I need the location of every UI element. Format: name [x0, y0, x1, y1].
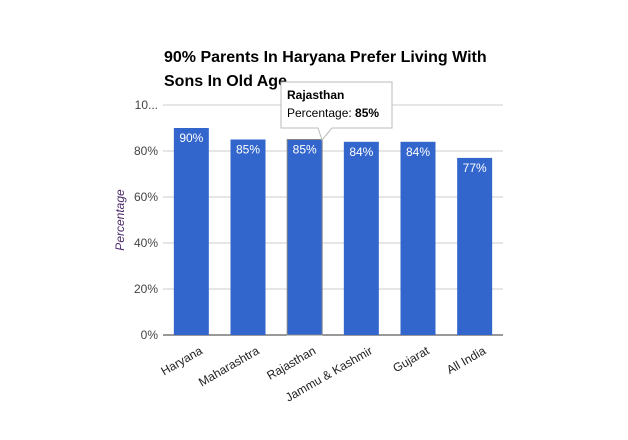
- chart-title-line-2: Sons In Old Age: [164, 73, 287, 90]
- data-label: 85%: [236, 143, 260, 157]
- data-label: 84%: [406, 145, 430, 159]
- y-tick-label: 20%: [134, 282, 158, 296]
- data-label: 77%: [463, 161, 487, 175]
- y-tick-label: 40%: [134, 236, 158, 250]
- tooltip-text: Percentage: 85%: [287, 106, 379, 120]
- bar: [173, 128, 209, 335]
- chart-title-line-1: 90% Parents In Haryana Prefer Living Wit…: [164, 49, 487, 66]
- bar: [230, 139, 266, 335]
- bar: [286, 139, 323, 336]
- x-tick-label: Maharashtra: [196, 343, 262, 389]
- bar: [343, 141, 379, 335]
- bar: [400, 141, 436, 335]
- y-tick-label: 10...: [135, 98, 158, 112]
- x-tick-label: Haryana: [159, 343, 206, 378]
- data-label: 90%: [179, 131, 203, 145]
- tooltip-category: Rajasthan: [287, 88, 344, 102]
- data-label: 84%: [349, 145, 373, 159]
- y-tick-label: 80%: [134, 144, 158, 158]
- bar: [457, 157, 493, 335]
- data-label: 85%: [293, 143, 317, 157]
- x-tick-label: All India: [444, 343, 488, 377]
- y-axis-label: Percentage: [113, 189, 127, 251]
- x-tick-label: Gujarat: [390, 343, 432, 375]
- y-tick-label: 0%: [141, 328, 159, 342]
- tooltip: Rajasthan Percentage: 85%: [280, 81, 393, 142]
- y-tick-label: 60%: [134, 190, 158, 204]
